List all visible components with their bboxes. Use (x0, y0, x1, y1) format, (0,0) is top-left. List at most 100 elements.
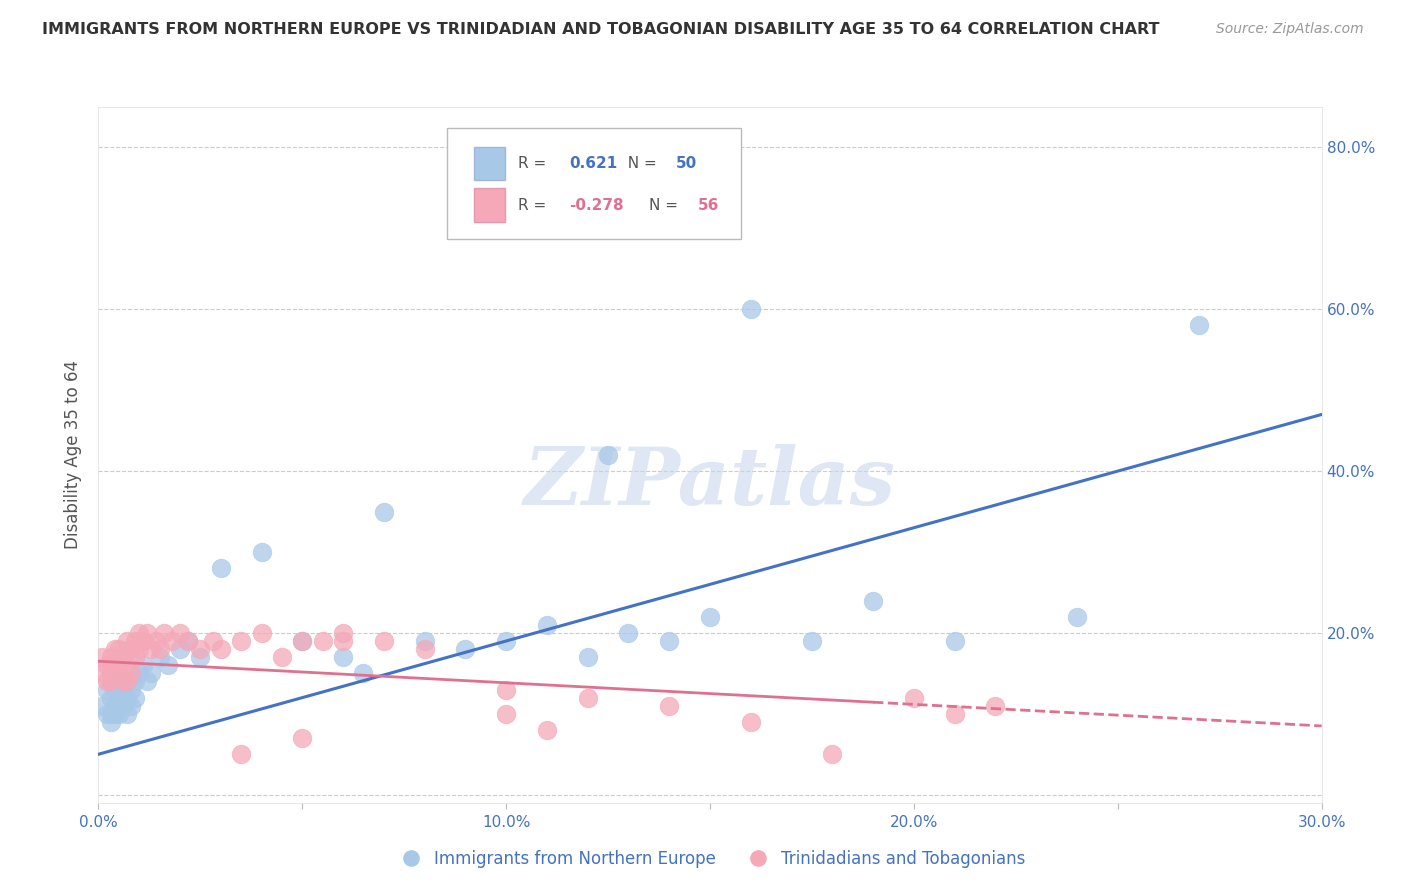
Text: Source: ZipAtlas.com: Source: ZipAtlas.com (1216, 22, 1364, 37)
Point (160, 634, 183, 648)
Point (536, 617, 558, 632)
Y-axis label: Disability Age 35 to 64: Disability Age 35 to 64 (65, 360, 83, 549)
Point (124, 634, 146, 648)
Point (413, 634, 436, 648)
Bar (474, 188, 505, 222)
Text: N =: N = (619, 156, 662, 171)
Point (111, 682, 134, 697)
Point (104, 682, 127, 697)
Point (108, 690, 131, 705)
Point (91, 650, 114, 665)
Point (576, 690, 599, 705)
Point (1066, 609, 1088, 624)
Text: -0.278: -0.278 (569, 198, 624, 212)
Point (156, 658, 179, 673)
Point (943, 634, 966, 648)
Point (152, 626, 174, 640)
Point (104, 698, 127, 713)
Point (96, 658, 118, 673)
Point (177, 634, 200, 648)
Point (96, 706, 118, 721)
Point (413, 642, 436, 657)
Legend: Immigrants from Northern Europe, Trinidadians and Tobagonians: Immigrants from Northern Europe, Trinida… (388, 843, 1032, 874)
Point (120, 682, 142, 697)
Point (177, 634, 200, 648)
Point (115, 690, 138, 705)
Point (136, 626, 159, 640)
Point (862, 593, 884, 607)
Point (124, 674, 146, 689)
Point (128, 666, 150, 681)
Point (100, 674, 122, 689)
Point (100, 650, 122, 665)
Point (132, 658, 155, 673)
Point (291, 634, 314, 648)
Point (984, 698, 1007, 713)
Point (188, 650, 212, 665)
Point (495, 706, 517, 721)
Point (332, 626, 354, 640)
Point (740, 714, 762, 729)
Point (373, 504, 395, 518)
Point (115, 674, 138, 689)
Point (699, 609, 721, 624)
Point (291, 731, 314, 745)
Point (821, 747, 844, 762)
Point (231, 634, 253, 648)
Point (169, 642, 191, 657)
Point (124, 650, 146, 665)
Point (454, 642, 477, 657)
Point (312, 634, 335, 648)
Point (201, 634, 224, 648)
Point (149, 650, 172, 665)
Point (141, 666, 163, 681)
Point (91, 698, 114, 713)
Point (120, 666, 142, 681)
Text: R =: R = (517, 156, 551, 171)
Point (801, 634, 824, 648)
Point (231, 747, 253, 762)
Point (111, 674, 134, 689)
Point (108, 674, 131, 689)
Point (598, 448, 620, 462)
Point (145, 634, 167, 648)
Point (658, 698, 681, 713)
Text: 50: 50 (676, 156, 697, 171)
Point (108, 706, 131, 721)
Point (128, 642, 150, 657)
Point (100, 714, 122, 729)
Point (617, 626, 640, 640)
Point (373, 634, 395, 648)
Point (104, 706, 127, 721)
Point (576, 650, 599, 665)
Point (141, 642, 163, 657)
Point (104, 658, 127, 673)
Point (115, 706, 138, 721)
Bar (474, 146, 505, 180)
Point (332, 650, 354, 665)
Point (100, 666, 122, 681)
Point (91, 666, 114, 681)
Point (108, 666, 131, 681)
FancyBboxPatch shape (447, 128, 741, 239)
Text: 56: 56 (697, 198, 720, 212)
Point (108, 658, 131, 673)
Point (740, 302, 762, 317)
Point (96, 674, 118, 689)
Point (943, 706, 966, 721)
Point (128, 626, 150, 640)
Point (332, 634, 354, 648)
Point (270, 650, 294, 665)
Point (136, 674, 159, 689)
Text: IMMIGRANTS FROM NORTHERN EUROPE VS TRINIDADIAN AND TOBAGONIAN DISABILITY AGE 35 : IMMIGRANTS FROM NORTHERN EUROPE VS TRINI… (42, 22, 1160, 37)
Point (104, 642, 127, 657)
Text: 0.621: 0.621 (569, 156, 617, 171)
Point (903, 690, 925, 705)
Point (111, 650, 134, 665)
Point (132, 634, 155, 648)
Point (149, 642, 172, 657)
Point (124, 690, 146, 705)
Point (658, 634, 681, 648)
Point (209, 642, 232, 657)
Point (120, 642, 142, 657)
